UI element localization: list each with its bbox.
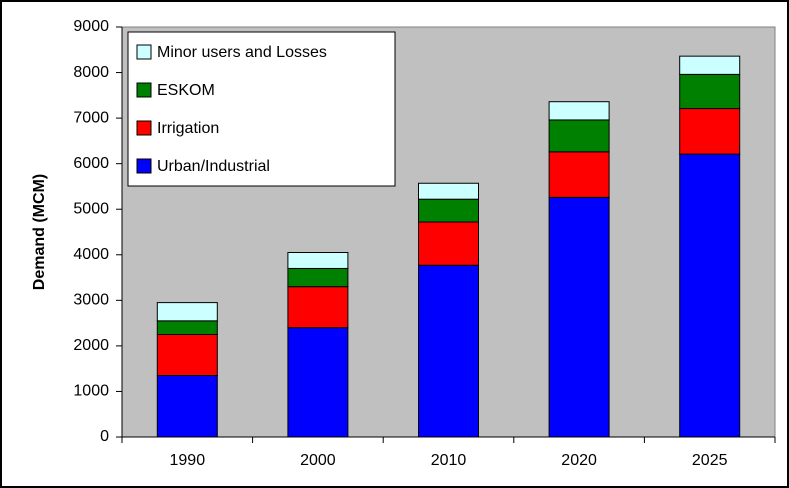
bar-segment [156,375,218,438]
bar-segment [679,73,741,110]
x-tick-label: 2010 [431,452,467,469]
legend-swatch [136,44,152,60]
y-tick-label: 9000 [73,18,109,35]
bar-segment [418,182,479,200]
x-tick-label: 2025 [692,452,728,469]
y-tick-label: 6000 [73,155,109,172]
legend-swatch [136,158,152,174]
legend-swatch [136,120,152,136]
x-tick-label: 2020 [561,452,597,469]
bar-segment [548,101,610,121]
y-tick-label: 5000 [73,200,109,217]
y-tick-label: 7000 [73,109,109,126]
bar-segment [287,252,349,269]
bar-segment [679,153,741,438]
bar-segment [418,221,479,266]
legend-label: Minor users and Losses [157,44,327,61]
y-tick-label: 3000 [73,292,109,309]
legend-label: Urban/Industrial [157,158,270,175]
bar-segment [418,198,479,223]
bar-segment [548,196,610,438]
bar-segment [287,267,349,288]
bar-segment [548,119,610,153]
legend-box [127,31,396,187]
bar-segment [156,302,218,322]
bar-segment [418,264,479,438]
legend-label: Irrigation [157,120,219,137]
x-tick-label: 1990 [170,452,206,469]
bar-segment [156,320,218,336]
y-tick-label: 2000 [73,337,109,354]
bar-segment [679,55,741,75]
y-tick-label: 1000 [73,383,109,400]
legend-label: ESKOM [157,82,215,99]
y-tick-label: 0 [100,428,109,445]
y-tick-label: 8000 [73,64,109,81]
bar-segment [287,286,349,329]
bar-segment [156,334,218,376]
bar-segment [548,151,610,198]
x-tick-label: 2000 [300,452,336,469]
y-axis-label: Demand (MCM) [31,174,48,290]
legend-swatch [136,82,152,98]
y-tick-label: 4000 [73,246,109,263]
bar-segment [287,327,349,438]
bar-segment [679,108,741,155]
